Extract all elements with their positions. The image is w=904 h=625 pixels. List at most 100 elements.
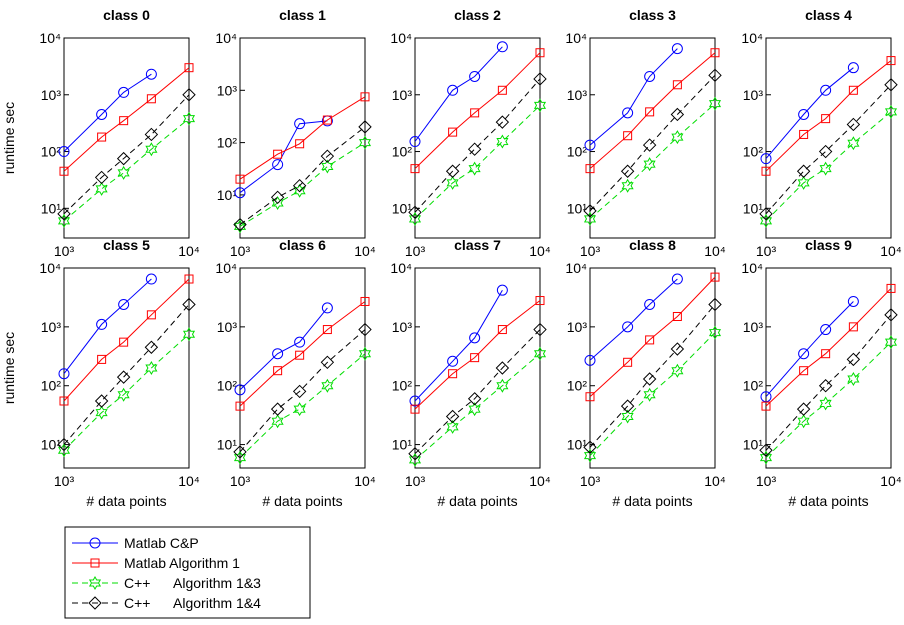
marker — [271, 196, 284, 210]
marker — [408, 446, 422, 461]
marker — [88, 596, 102, 610]
legend-label: Matlab Algorithm 1 — [124, 555, 240, 571]
subplot-title: class 5 — [103, 237, 150, 253]
marker — [886, 56, 896, 66]
marker — [59, 396, 69, 406]
marker — [884, 308, 898, 322]
marker — [292, 384, 307, 399]
marker — [408, 211, 422, 226]
x-tick-label: 10³ — [54, 473, 75, 489]
marker — [89, 537, 101, 549]
x-tick-label: 10⁴ — [354, 473, 376, 489]
marker — [497, 325, 507, 335]
series-line — [589, 304, 716, 448]
series-line — [239, 120, 328, 194]
series-line — [765, 84, 892, 215]
marker — [97, 132, 107, 142]
subplot-title: class 6 — [279, 237, 326, 253]
marker — [846, 352, 861, 367]
series-line — [239, 142, 366, 227]
legend-label: Matlab C&P — [124, 535, 199, 551]
marker — [233, 450, 247, 465]
y-tick-label: 10¹ — [41, 200, 62, 216]
x-axis-label: # data points — [612, 493, 692, 509]
marker — [846, 117, 861, 132]
series-line — [765, 341, 892, 458]
marker — [672, 311, 682, 321]
y-tick-label: 10³ — [743, 87, 764, 103]
marker — [182, 297, 196, 312]
marker — [116, 151, 131, 166]
marker — [182, 111, 196, 126]
series-line — [63, 67, 190, 172]
marker — [623, 131, 633, 141]
y-tick-label: 10⁴ — [39, 260, 61, 276]
marker — [117, 387, 130, 402]
y-tick-label: 10¹ — [217, 187, 238, 203]
series-line — [63, 73, 152, 152]
subplot-title: class 0 — [103, 7, 150, 23]
x-axis-label: # data points — [262, 493, 342, 509]
marker — [584, 354, 596, 366]
marker — [58, 368, 70, 380]
marker — [272, 159, 284, 171]
marker — [57, 207, 71, 221]
y-tick-label: 10³ — [217, 82, 238, 98]
axes-box — [765, 267, 892, 469]
marker — [622, 107, 634, 119]
marker — [884, 335, 898, 350]
marker — [496, 41, 508, 53]
marker — [233, 217, 247, 232]
marker — [448, 369, 458, 379]
series-line — [414, 300, 541, 410]
marker — [797, 175, 810, 190]
marker — [583, 204, 597, 218]
marker — [533, 346, 547, 361]
marker — [708, 297, 722, 312]
x-tick-label: 10⁴ — [178, 243, 200, 259]
y-tick-label: 10³ — [567, 319, 588, 335]
series-line — [589, 74, 716, 212]
marker — [59, 166, 69, 176]
axes-box — [414, 267, 541, 469]
marker — [495, 115, 510, 129]
y-tick-label: 10³ — [41, 319, 62, 335]
marker — [95, 181, 108, 196]
marker — [821, 114, 831, 124]
marker — [819, 396, 832, 411]
x-tick-label: 10³ — [405, 243, 426, 259]
series-line — [765, 111, 892, 222]
x-tick-label: 10⁴ — [529, 243, 551, 259]
marker — [821, 349, 831, 359]
marker — [234, 187, 246, 199]
marker — [321, 302, 333, 314]
marker — [819, 161, 832, 176]
x-tick-label: 10⁴ — [704, 243, 726, 259]
marker — [671, 43, 683, 55]
y-tick-label: 10² — [217, 135, 238, 151]
marker — [95, 405, 108, 420]
marker — [535, 48, 545, 58]
marker — [644, 298, 656, 310]
x-tick-label: 10⁴ — [880, 243, 902, 259]
marker — [533, 72, 547, 86]
y-tick-label: 10⁴ — [390, 30, 412, 46]
marker — [497, 85, 507, 95]
marker — [886, 283, 896, 293]
x-tick-label: 10⁴ — [880, 473, 902, 489]
marker — [470, 353, 480, 363]
marker — [146, 310, 156, 320]
marker — [535, 296, 545, 306]
marker — [235, 174, 245, 184]
marker — [622, 321, 634, 333]
series-line — [239, 126, 366, 226]
marker — [799, 129, 809, 139]
marker — [533, 98, 547, 113]
marker — [583, 448, 597, 463]
x-axis-label: # data points — [437, 493, 517, 509]
marker — [233, 445, 247, 459]
series-line — [765, 301, 854, 398]
series-line — [414, 289, 503, 402]
series-line — [63, 278, 190, 402]
marker — [645, 335, 655, 345]
